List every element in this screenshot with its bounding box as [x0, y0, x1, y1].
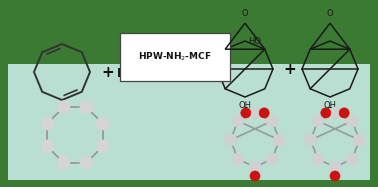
Circle shape: [225, 134, 237, 146]
Circle shape: [330, 171, 340, 181]
Text: OH: OH: [324, 101, 336, 110]
Circle shape: [321, 108, 331, 118]
Circle shape: [57, 101, 70, 114]
Circle shape: [80, 156, 93, 169]
Text: OH: OH: [239, 101, 251, 110]
Bar: [8, 64, 370, 180]
Circle shape: [353, 134, 365, 146]
Circle shape: [80, 101, 93, 114]
Circle shape: [232, 153, 244, 165]
Circle shape: [312, 153, 324, 165]
Text: +: +: [102, 65, 115, 79]
Circle shape: [41, 117, 54, 130]
Circle shape: [249, 107, 261, 119]
Circle shape: [305, 134, 317, 146]
Circle shape: [232, 115, 244, 127]
Circle shape: [266, 115, 278, 127]
Circle shape: [249, 161, 261, 173]
Text: H$_2$O$_2$: H$_2$O$_2$: [116, 66, 150, 82]
Circle shape: [312, 115, 324, 127]
Circle shape: [329, 161, 341, 173]
Circle shape: [241, 108, 251, 118]
Circle shape: [329, 107, 341, 119]
Circle shape: [96, 117, 109, 130]
Circle shape: [346, 153, 358, 165]
Text: O: O: [327, 9, 333, 18]
Circle shape: [41, 140, 54, 153]
Circle shape: [250, 171, 260, 181]
Circle shape: [259, 108, 269, 118]
Circle shape: [96, 140, 109, 153]
Circle shape: [266, 153, 278, 165]
Text: HO: HO: [248, 37, 261, 46]
Circle shape: [273, 134, 285, 146]
Circle shape: [339, 108, 349, 118]
Text: HPW-NH$_2$-MCF: HPW-NH$_2$-MCF: [138, 51, 212, 63]
Text: 1: 1: [241, 105, 249, 119]
Text: O: O: [242, 9, 248, 18]
Text: 2: 2: [326, 105, 334, 119]
Circle shape: [57, 156, 70, 169]
Text: +: +: [284, 62, 296, 76]
Circle shape: [346, 115, 358, 127]
